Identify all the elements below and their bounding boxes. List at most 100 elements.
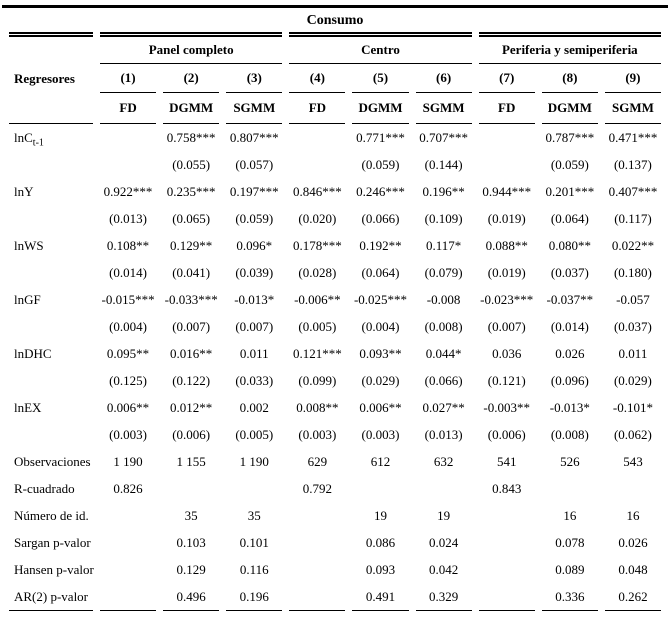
cell: 0.036 — [492, 345, 522, 361]
table-row: lnGF -0.015*** -0.033*** -0.013* -0.006** -0.… — [9, 286, 661, 313]
table-row: (0.014) (0.041) (0.039) (0.028) (0.064) (0.07… — [9, 259, 661, 286]
cell: -0.003** — [483, 399, 530, 415]
cell: (0.005) — [298, 318, 337, 334]
cell: -0.057 — [616, 291, 650, 307]
cell: 35 — [184, 507, 198, 523]
cell: 0.086 — [365, 534, 396, 550]
table-row: lnEX 0.006** 0.012** 0.002 0.008** 0.006** 0.0… — [9, 394, 661, 421]
column-number: (4) — [289, 64, 346, 93]
table-row: R-cuadrado 0.826 0.792 0.843 — [9, 475, 661, 502]
cell: 0.096* — [236, 237, 273, 253]
cell: 0.807*** — [229, 129, 279, 145]
cell: 35 — [247, 507, 261, 523]
method-header: DGMM — [541, 93, 598, 124]
cell: (0.019) — [487, 264, 526, 280]
cell: 0.002 — [239, 399, 269, 415]
cell: (0.003) — [109, 426, 148, 442]
cell — [100, 151, 156, 178]
group-centro: Centro — [289, 32, 472, 64]
cell — [479, 124, 535, 151]
cell: 0.108** — [106, 237, 150, 253]
table-row: AR(2) p-valor 0.496 0.196 0.491 0.329 0.336 0.… — [9, 583, 661, 611]
cell: 0.192** — [359, 237, 402, 253]
cell — [289, 124, 345, 151]
cell: 0.080** — [548, 237, 591, 253]
cell — [479, 556, 535, 583]
cell — [100, 583, 157, 611]
cell: (0.006) — [172, 426, 211, 442]
cell: (0.004) — [109, 318, 148, 334]
column-number: (5) — [352, 64, 409, 93]
regressors-header: Regresores — [14, 70, 75, 86]
cell — [605, 475, 661, 502]
row-label: R-cuadrado — [14, 480, 75, 496]
table-row: Observaciones 1 190 1 155 1 190 629 612 632 541… — [9, 448, 661, 475]
cell: 0.792 — [302, 480, 332, 496]
row-label — [9, 205, 93, 232]
cell — [416, 475, 472, 502]
row-label: lnDHC — [14, 345, 52, 361]
cell: (0.059) — [361, 156, 400, 172]
method-header: SGMM — [226, 93, 283, 124]
cell: (0.122) — [172, 372, 211, 388]
method-header: SGMM — [415, 93, 472, 124]
cell: 0.201*** — [545, 183, 595, 199]
cell — [479, 502, 535, 529]
cell: 0.944*** — [482, 183, 532, 199]
cell: (0.008) — [550, 426, 589, 442]
cell: (0.007) — [235, 318, 274, 334]
row-label-subscript: t-1 — [32, 137, 44, 149]
cell: (0.099) — [298, 372, 337, 388]
cell: -0.037** — [546, 291, 594, 307]
cell: (0.144) — [424, 156, 463, 172]
cell: (0.066) — [361, 210, 400, 226]
group-header-row: Panel completo Centro Periferia y semipe… — [9, 32, 661, 64]
cell: (0.066) — [424, 372, 463, 388]
table-row: (0.003) (0.006) (0.005) (0.003) (0.003) (0.01… — [9, 421, 661, 448]
cell: 0.026 — [555, 345, 585, 361]
cell: (0.041) — [172, 264, 211, 280]
cell: -0.013* — [549, 399, 590, 415]
cell — [352, 475, 408, 502]
cell: (0.121) — [487, 372, 526, 388]
cell — [542, 475, 598, 502]
table-row: lnY 0.922*** 0.235*** 0.197*** 0.846*** 0.246… — [9, 178, 661, 205]
row-label: AR(2) p-valor — [9, 583, 93, 611]
cell: (0.062) — [613, 426, 652, 442]
cell — [100, 529, 156, 556]
cell: (0.064) — [361, 264, 400, 280]
cell: (0.037) — [550, 264, 589, 280]
cell: 0.089 — [555, 561, 585, 577]
cell: 0.093** — [359, 345, 402, 361]
cell: 1 190 — [239, 453, 269, 469]
cell: (0.039) — [235, 264, 274, 280]
cell: (0.059) — [550, 156, 589, 172]
cell: 0.042 — [428, 561, 459, 577]
cell — [289, 502, 345, 529]
table-row: lnDHC 0.095** 0.016** 0.011 0.121*** 0.093** 0… — [9, 340, 661, 367]
cell: 0.787*** — [545, 129, 595, 145]
cell: 0.027** — [422, 399, 465, 415]
cell — [100, 502, 156, 529]
cell: (0.014) — [550, 318, 589, 334]
regression-table: Panel completo Centro Periferia y semipe… — [2, 32, 668, 611]
cell: (0.020) — [298, 210, 337, 226]
cell: (0.057) — [235, 156, 274, 172]
cell: 0.024 — [428, 534, 459, 550]
column-number: (1) — [100, 64, 157, 93]
blank-corner-cell — [9, 32, 93, 64]
cell: (0.180) — [613, 264, 652, 280]
cell: 16 — [563, 507, 577, 523]
table-row: (0.004) (0.007) (0.007) (0.005) (0.004) (0.00… — [9, 313, 661, 340]
group-periferia: Periferia y semiperiferia — [478, 32, 661, 64]
group-panel-completo: Panel completo — [100, 32, 283, 64]
cell: 0.336 — [541, 583, 598, 611]
method-header: SGMM — [604, 93, 661, 124]
cell: (0.079) — [424, 264, 463, 280]
cell: (0.003) — [361, 426, 400, 442]
cell: (0.064) — [550, 210, 589, 226]
cell: (0.029) — [613, 372, 652, 388]
cell: (0.019) — [487, 210, 526, 226]
cell: 0.095** — [106, 345, 150, 361]
table-row: Hansen p-valor 0.129 0.116 0.093 0.042 0.089 0… — [9, 556, 661, 583]
